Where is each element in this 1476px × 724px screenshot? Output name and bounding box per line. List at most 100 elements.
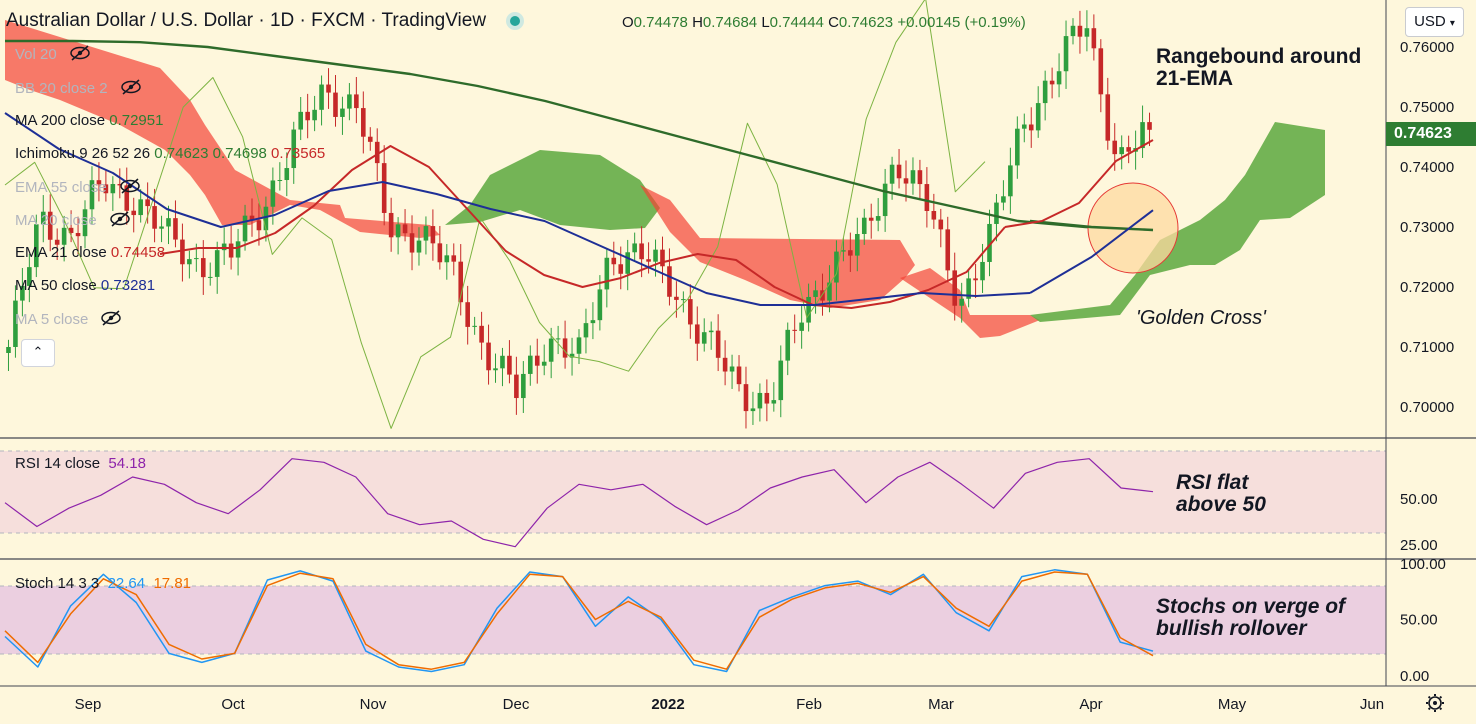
indicator-value: 0.72951 <box>105 112 164 129</box>
candle-body <box>868 217 874 221</box>
candle-body <box>611 257 617 265</box>
candle-body <box>1077 25 1083 37</box>
candle-body <box>138 199 143 216</box>
price-tick-label: 0.74000 <box>1400 159 1454 176</box>
symbol-title-text: Australian Dollar / U.S. Dollar · 1D · F… <box>6 10 487 31</box>
candle-body <box>625 252 631 274</box>
candle-body <box>402 224 408 234</box>
eye-hidden-icon[interactable] <box>120 79 142 99</box>
indicator-legend-item[interactable]: MA 50 close 0.73281 <box>15 277 155 294</box>
annotation-stoch: Stochs on verge of bullish rollover <box>1156 596 1345 640</box>
candle-body <box>124 185 130 211</box>
indicator-label: EMA 55 close <box>15 178 107 196</box>
rsi-value: 54.18 <box>108 455 146 472</box>
indicator-legend-item[interactable]: Ichimoku 9 26 52 26 0.74623 0.74698 0.73… <box>15 145 325 162</box>
candle-body <box>820 290 825 301</box>
candle-body <box>1112 140 1118 155</box>
candle-body <box>437 243 443 263</box>
candle-body <box>326 84 331 93</box>
candle-body <box>604 257 610 290</box>
candle-body <box>667 266 672 297</box>
candle-body <box>743 384 749 412</box>
indicator-legend-item[interactable]: EMA 21 close 0.74458 <box>15 244 165 261</box>
candle-body <box>347 94 352 109</box>
stoch-d-value: 17.81 <box>153 575 192 592</box>
candle-body <box>1015 128 1020 166</box>
candle-body <box>54 239 60 245</box>
candle-body <box>834 251 839 283</box>
candle-body <box>555 338 561 340</box>
candle-body <box>354 94 359 109</box>
time-tick-label: Oct <box>221 696 245 713</box>
candle-body <box>284 168 290 181</box>
indicator-legend-item[interactable]: BB 20 close 2 <box>15 79 142 99</box>
indicator-legend-item[interactable]: MA 20 close <box>15 211 131 231</box>
candle-body <box>20 285 25 301</box>
candle-body <box>1098 48 1104 95</box>
eye-hidden-icon[interactable] <box>109 211 131 231</box>
high-value: 0.74684 <box>702 14 758 31</box>
last-price-value: 0.74623 <box>1394 125 1452 142</box>
candle-body <box>131 210 137 216</box>
golden-cross-lines <box>1004 139 1154 294</box>
rsi-tick-label: 50.00 <box>1400 491 1438 508</box>
candle-body <box>827 282 832 301</box>
candle-body <box>924 184 930 211</box>
stoch-k-line <box>4 569 1154 673</box>
price-tick-label: 0.71000 <box>1400 339 1454 356</box>
candle-body <box>973 278 978 281</box>
candle-body <box>180 239 185 265</box>
indicator-legend-item[interactable]: Vol 20 <box>15 45 91 65</box>
candle-body <box>103 184 109 194</box>
time-tick-label: Feb <box>796 696 822 713</box>
annotation-golden-cross-text: 'Golden Cross' <box>1136 307 1266 329</box>
eye-hidden-icon[interactable] <box>69 45 91 65</box>
annotation-stoch-text: Stochs on verge of bullish rollover <box>1156 595 1346 640</box>
candle-body <box>980 261 985 281</box>
candle-body <box>465 302 470 327</box>
currency-selector[interactable]: USD ▾ <box>1405 7 1464 37</box>
indicator-value: 0.74698 <box>208 145 267 162</box>
candle-body <box>367 136 373 142</box>
grid-lines <box>0 0 1476 687</box>
stoch-k-value: 22.64 <box>107 575 146 592</box>
stoch-pane <box>4 569 1154 673</box>
ma50-line-end <box>1029 209 1154 294</box>
indicator-value: 0.74623 <box>150 145 209 162</box>
price-tick-label: 0.75000 <box>1400 99 1454 116</box>
price-axis: 0.76000 0.75000 0.74000 0.73000 0.72000 0.710… <box>1400 39 1454 685</box>
candle-body <box>374 141 380 164</box>
time-tick-label: 2022 <box>651 696 684 713</box>
eye-hidden-icon[interactable] <box>100 310 122 330</box>
indicator-legend-item[interactable]: MA 200 close 0.72951 <box>15 112 163 129</box>
time-tick-label: May <box>1218 696 1247 713</box>
indicator-lines <box>4 0 1154 429</box>
cloud-bull <box>1030 122 1325 322</box>
candle-body <box>1021 124 1027 129</box>
ema21-line <box>159 145 1006 309</box>
indicator-label: Vol 20 <box>15 45 57 63</box>
candle-body <box>270 180 276 207</box>
candle-body <box>47 211 53 240</box>
candle-body <box>152 206 157 229</box>
candle-body <box>500 355 505 369</box>
eye-hidden-icon[interactable] <box>119 178 141 198</box>
candle-body <box>472 325 477 327</box>
cloud-bear <box>640 185 915 308</box>
candle-body <box>319 84 324 110</box>
indicator-legend-item[interactable]: MA 5 close <box>15 310 122 330</box>
candle-body <box>200 258 206 278</box>
low-label: L <box>761 14 770 31</box>
symbol-title[interactable]: Australian Dollar / U.S. Dollar · 1D · F… <box>6 10 534 32</box>
candle-body <box>910 170 916 184</box>
candle-body <box>1140 122 1145 149</box>
candle-body <box>479 325 484 343</box>
candle-body <box>416 240 422 253</box>
indicator-legend-item[interactable]: EMA 55 close <box>15 178 141 198</box>
ohlc-values: O0.74478 H0.74684 L0.74444 C0.74623 +0.0… <box>622 14 1026 31</box>
collapse-legend-button[interactable]: ⌃ <box>21 339 55 367</box>
cloud-bull <box>445 150 660 230</box>
candle-body <box>861 217 867 235</box>
settings-gear-icon[interactable] <box>1426 694 1444 712</box>
